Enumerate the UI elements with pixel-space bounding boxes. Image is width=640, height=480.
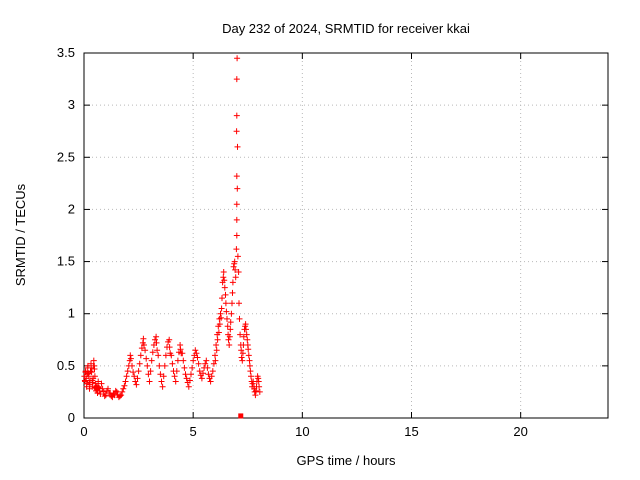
x-tick-label: 0 xyxy=(80,424,87,439)
plot-border xyxy=(83,52,609,419)
y-tick-label: 3.5 xyxy=(57,45,75,60)
y-tick-label: 1.5 xyxy=(57,254,75,269)
x-tick-labels: 0 5 10 15 20 xyxy=(80,424,528,439)
x-tick-label: 10 xyxy=(295,424,309,439)
y-tick-label: 2 xyxy=(68,201,75,216)
y-tick-label: 2.5 xyxy=(57,149,75,164)
series-plus-markers xyxy=(81,55,263,401)
square-marker xyxy=(238,413,244,419)
y-tick-label: 1 xyxy=(68,306,75,321)
y-tick-label: 3 xyxy=(68,97,75,112)
y-tick-labels: 0 0.5 1 1.5 2 2.5 3 3.5 xyxy=(57,45,75,425)
grid-lines xyxy=(84,53,608,418)
y-tick-label: 0.5 xyxy=(57,358,75,373)
x-tick-label: 20 xyxy=(513,424,527,439)
y-axis-label: SRMTID / TECUs xyxy=(13,183,28,286)
chart-title: Day 232 of 2024, SRMTID for receiver kka… xyxy=(222,21,470,36)
x-tick-label: 5 xyxy=(190,424,197,439)
x-tick-label: 15 xyxy=(404,424,418,439)
y-tick-label: 0 xyxy=(68,410,75,425)
data-points xyxy=(81,55,263,419)
x-axis-label: GPS time / hours xyxy=(297,453,396,468)
tick-marks xyxy=(83,52,608,419)
